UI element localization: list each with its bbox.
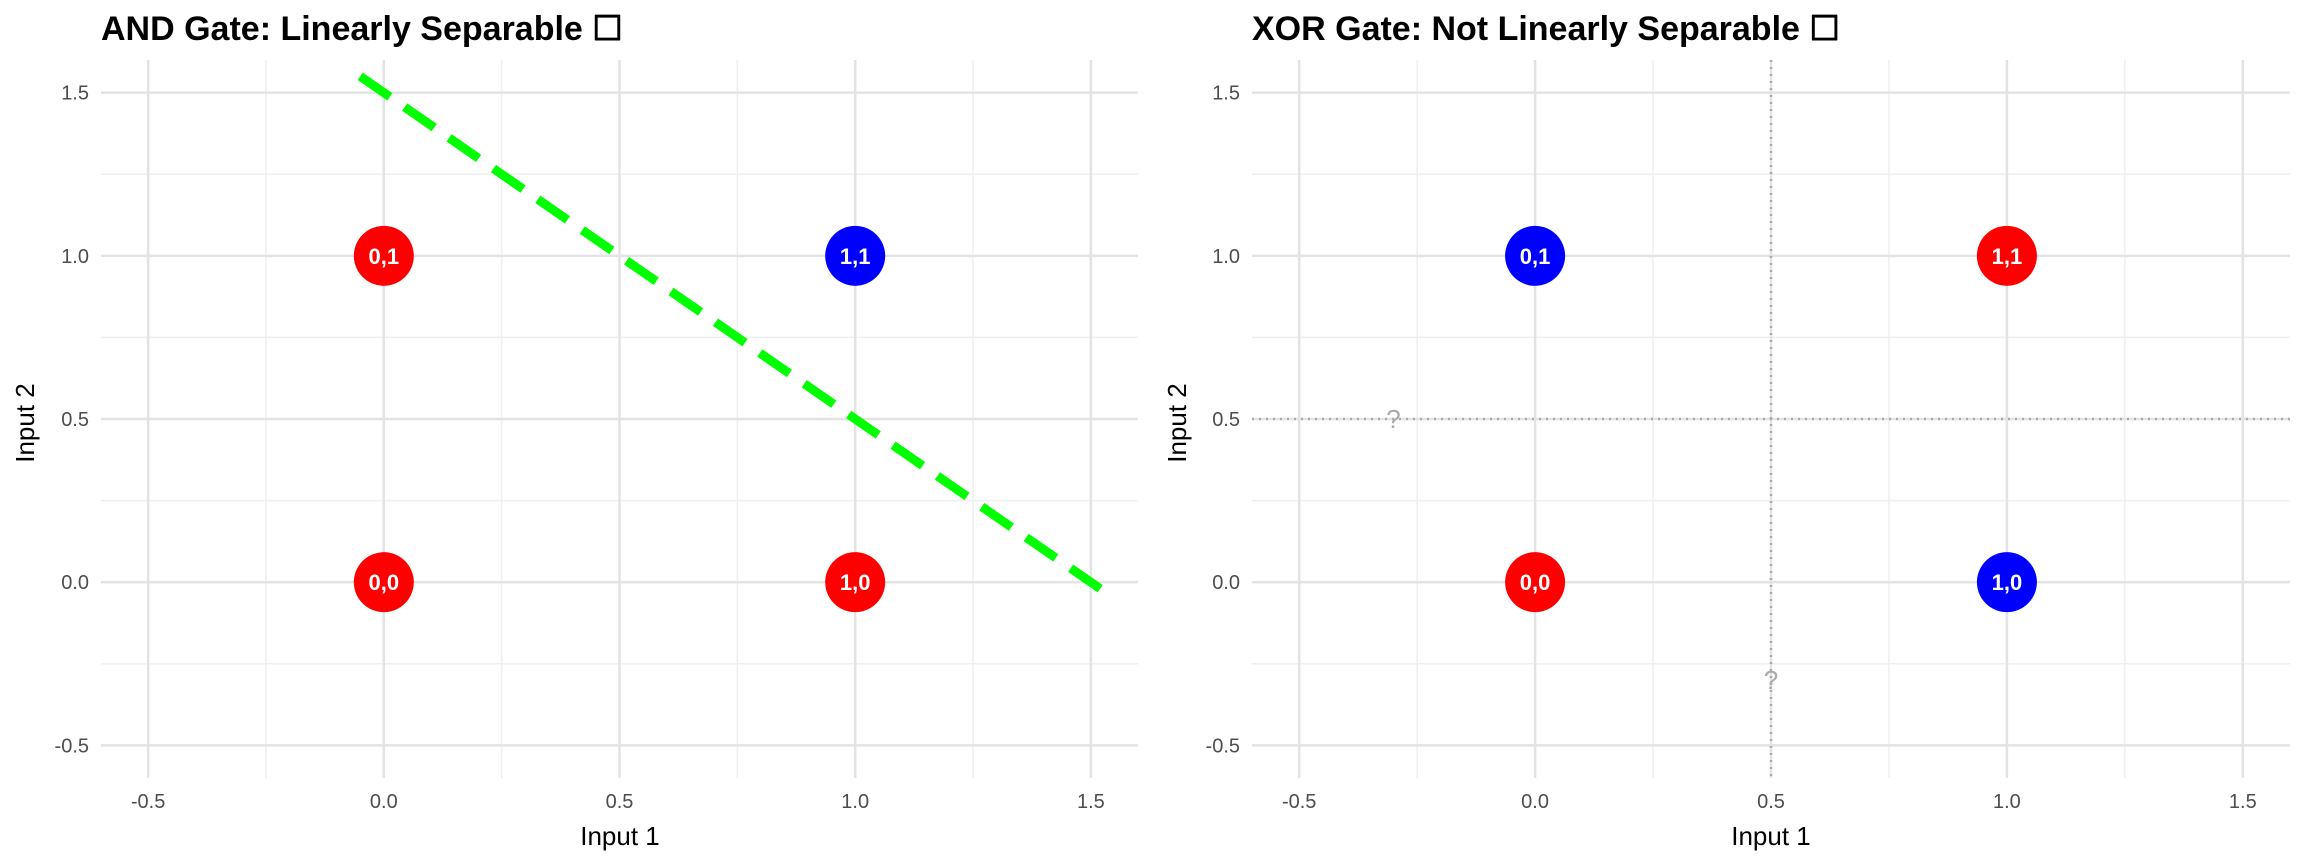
and-point-0-1 [353, 225, 414, 286]
xor-point-label-1-1: 1,1 [1992, 244, 2023, 269]
and-point-0-0 [353, 552, 414, 613]
xor-chart-title: XOR Gate: Not Linearly Separable ☐ [1252, 10, 1840, 48]
xor-point-0-1 [1505, 225, 1566, 286]
xor-question-annotation: ? [1386, 404, 1400, 434]
xor-point-label-0-1: 0,1 [1520, 244, 1551, 269]
and-y-tick-label: 1.5 [61, 83, 89, 105]
and-x-tick-label: 0.0 [370, 791, 398, 813]
xor-y-tick-label: 0.5 [1212, 409, 1240, 431]
xor-y-tick-label: 1.5 [1212, 83, 1240, 105]
and-point-1-0 [825, 552, 886, 613]
and-point-1-1 [825, 225, 886, 286]
xor-y-tick-label: 0.0 [1212, 572, 1240, 594]
xor-point-1-1 [1976, 225, 2037, 286]
xor-grid [1252, 60, 2290, 778]
and-decision-boundary [357, 72, 1117, 603]
and-gate-panel: AND Gate: Linearly Separable ☐ 0,0 0,1 1,0… [10, 10, 1138, 851]
xor-point-1-0 [1976, 552, 2037, 613]
and-x-tick-label: 1.5 [1077, 791, 1105, 813]
and-y-tick-label: -0.5 [55, 735, 89, 757]
and-point-label-1-0: 1,0 [840, 570, 871, 595]
xor-y-axis-title: Input 2 [1162, 383, 1192, 463]
and-y-axis-title: Input 2 [10, 383, 40, 463]
and-x-axis-title: Input 1 [580, 821, 660, 851]
xor-x-tick-label: 0.5 [1757, 791, 1785, 813]
xor-x-tick-label: 1.5 [2229, 791, 2257, 813]
and-point-label-0-0: 0,0 [369, 570, 400, 595]
xor-gate-panel: XOR Gate: Not Linearly Separable ☐ ?? 0,0… [1162, 10, 2290, 851]
and-y-tick-label: 0.5 [61, 409, 89, 431]
and-point-label-1-1: 1,1 [840, 244, 871, 269]
and-marks: 0,0 0,1 1,0 1,1 [353, 72, 1117, 613]
xor-y-tick-label: 1.0 [1212, 246, 1240, 268]
and-tick-labels: -0.5 0.0 0.5 1.0 1.5 -0.5 0.0 0.5 1.0 1.5 [55, 83, 1105, 813]
xor-question-annotation: ? [1764, 665, 1778, 695]
xor-x-axis-title: Input 1 [1731, 821, 1811, 851]
and-x-tick-label: 0.5 [606, 791, 634, 813]
and-point-label-0-1: 0,1 [369, 244, 400, 269]
xor-y-tick-label: -0.5 [1206, 735, 1240, 757]
xor-point-label-0-0: 0,0 [1520, 570, 1551, 595]
and-x-tick-label: 1.0 [841, 791, 869, 813]
and-y-tick-label: 0.0 [61, 572, 89, 594]
xor-x-tick-label: 1.0 [1993, 791, 2021, 813]
and-chart-title: AND Gate: Linearly Separable ☐ [101, 10, 623, 48]
and-grid [101, 60, 1138, 778]
xor-marks: ?? 0,0 0,1 1,0 1,1 [1252, 60, 2290, 778]
and-y-tick-label: 1.0 [61, 246, 89, 268]
xor-x-tick-label: -0.5 [1282, 791, 1316, 813]
and-x-tick-label: -0.5 [131, 791, 165, 813]
xor-tick-labels: -0.5 0.0 0.5 1.0 1.5 -0.5 0.0 0.5 1.0 1.5 [1206, 83, 2257, 813]
xor-point-0-0 [1505, 552, 1566, 613]
xor-x-tick-label: 0.0 [1521, 791, 1549, 813]
xor-point-label-1-0: 1,0 [1992, 570, 2023, 595]
